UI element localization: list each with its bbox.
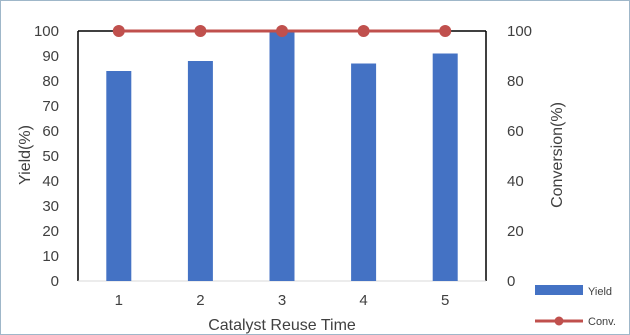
x-tick-label: 3 <box>278 292 286 309</box>
y-left-tick-label: 90 <box>42 48 59 65</box>
y-left-tick-label: 40 <box>42 173 59 190</box>
y-left-tick-label: 100 <box>34 23 59 40</box>
point-conv <box>194 25 207 37</box>
bar-yield <box>106 71 132 281</box>
x-tick-label: 2 <box>196 292 204 309</box>
point-conv <box>276 25 288 37</box>
point-conv <box>357 25 370 37</box>
y-left-tick-label: 80 <box>42 73 59 90</box>
x-tick-label: 5 <box>441 292 449 309</box>
y-right-tick-label: 100 <box>507 23 532 40</box>
legend-yield-swatch <box>535 285 583 295</box>
y-left-tick-label: 70 <box>42 98 59 115</box>
point-conv <box>112 25 125 37</box>
legend-yield-label: Yield <box>588 286 612 298</box>
bar-yield <box>269 31 295 281</box>
y-right-tick-label: 80 <box>507 73 524 90</box>
y-axis-right-title: Conversion(%) <box>549 102 566 208</box>
y-left-tick-label: 20 <box>42 223 59 240</box>
y-left-tick-label: 60 <box>42 123 59 140</box>
y-left-tick-label: 0 <box>51 273 59 290</box>
y-right-tick-label: 60 <box>507 123 524 140</box>
legend-conv-marker <box>554 316 564 326</box>
y-left-tick-label: 30 <box>42 198 59 215</box>
x-axis-title: Catalyst Reuse Time <box>208 317 356 334</box>
bar-yield <box>432 53 458 281</box>
y-right-tick-label: 40 <box>507 173 524 190</box>
legend: Yield Conv. <box>535 285 616 328</box>
y-right-tick-label: 0 <box>507 273 515 290</box>
y-left-tick-label: 50 <box>42 148 59 165</box>
y-left-tick-label: 10 <box>42 248 59 265</box>
y-axis-left-title: Yield(%) <box>17 125 34 185</box>
bar-yield <box>187 61 213 281</box>
x-tick-label: 1 <box>115 292 123 309</box>
legend-conv-label: Conv. <box>588 316 616 328</box>
point-conv <box>439 25 452 37</box>
x-tick-label: 4 <box>359 292 367 309</box>
bar-yield <box>351 63 377 281</box>
y-right-tick-label: 20 <box>507 223 524 240</box>
